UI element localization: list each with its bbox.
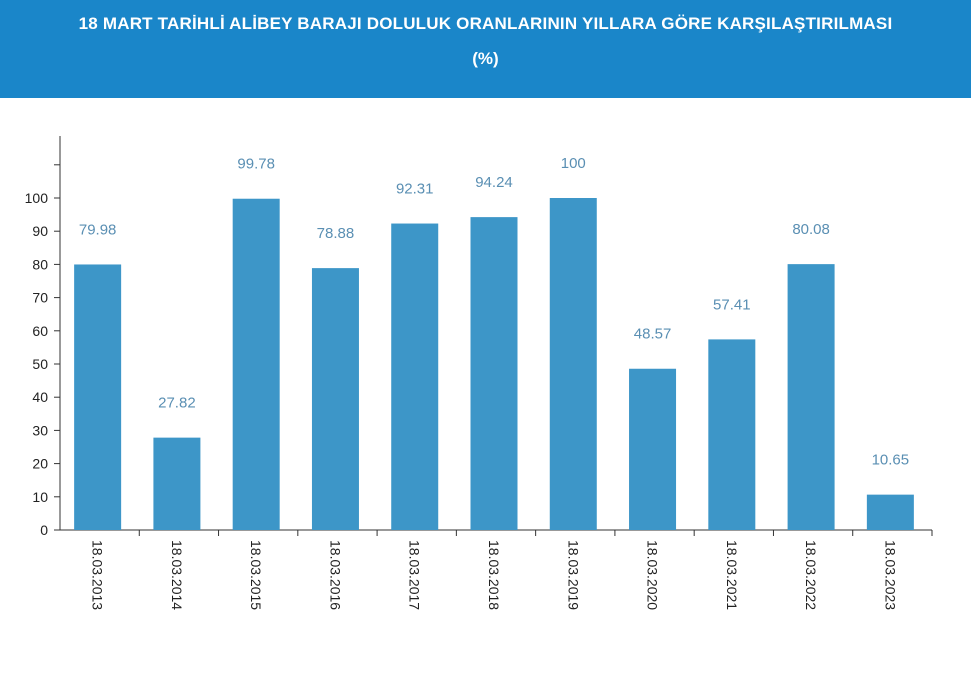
bar bbox=[866, 494, 914, 530]
chart-title: 18 MART TARİHLİ ALİBEY BARAJI DOLULUK OR… bbox=[78, 14, 893, 33]
y-tick-label: 20 bbox=[32, 456, 48, 472]
x-tick-label: 18.03.2014 bbox=[169, 540, 185, 610]
y-tick-label: 0 bbox=[40, 522, 48, 538]
data-label: 27.82 bbox=[158, 395, 196, 412]
x-tick-label: 18.03.2018 bbox=[486, 540, 502, 610]
data-label: 100 bbox=[561, 155, 586, 172]
data-label: 80.08 bbox=[792, 221, 830, 238]
y-tick-label: 30 bbox=[32, 422, 48, 438]
x-tick-label: 18.03.2019 bbox=[565, 540, 581, 610]
bar bbox=[74, 264, 122, 530]
x-tick-label: 18.03.2021 bbox=[724, 540, 740, 610]
y-tick-label: 100 bbox=[25, 190, 49, 206]
x-tick-label: 18.03.2023 bbox=[882, 540, 898, 610]
y-tick-label: 60 bbox=[32, 323, 48, 339]
x-tick-label: 18.03.2020 bbox=[645, 540, 661, 610]
x-tick-label: 18.03.2013 bbox=[90, 540, 106, 610]
bar bbox=[629, 368, 677, 530]
bar bbox=[549, 198, 597, 530]
data-label: 99.78 bbox=[237, 156, 275, 173]
y-tick-label: 70 bbox=[32, 290, 48, 306]
data-label: 57.41 bbox=[713, 296, 751, 313]
x-tick-label: 18.03.2022 bbox=[803, 540, 819, 610]
y-tick-label: 40 bbox=[32, 389, 48, 405]
bar bbox=[787, 264, 835, 530]
bar bbox=[470, 217, 518, 530]
bar bbox=[153, 437, 201, 530]
bar bbox=[708, 339, 756, 530]
x-tick-label: 18.03.2016 bbox=[327, 540, 343, 610]
title-banner: 18 MART TARİHLİ ALİBEY BARAJI DOLULUK OR… bbox=[0, 0, 971, 98]
y-tick-label: 80 bbox=[32, 256, 48, 272]
y-tick-label: 50 bbox=[32, 356, 48, 372]
bar-chart: 0 10 20 30 40 50 60 70 80 90 100 79.98 18.03.2013 27.… bbox=[25, 136, 933, 610]
bar bbox=[391, 223, 439, 530]
data-label: 78.88 bbox=[317, 225, 355, 242]
data-label: 10.65 bbox=[872, 452, 910, 469]
bar bbox=[232, 198, 280, 530]
data-label: 79.98 bbox=[79, 221, 117, 238]
y-tick-label: 10 bbox=[32, 489, 48, 505]
data-label: 48.57 bbox=[634, 326, 672, 343]
x-tick-label: 18.03.2015 bbox=[248, 540, 264, 610]
y-tick-label: 90 bbox=[32, 223, 48, 239]
bar bbox=[311, 268, 359, 530]
x-tick-label: 18.03.2017 bbox=[407, 540, 423, 610]
chart-subtitle: (%) bbox=[472, 49, 499, 68]
data-label: 92.31 bbox=[396, 181, 434, 198]
data-label: 94.24 bbox=[475, 174, 513, 191]
